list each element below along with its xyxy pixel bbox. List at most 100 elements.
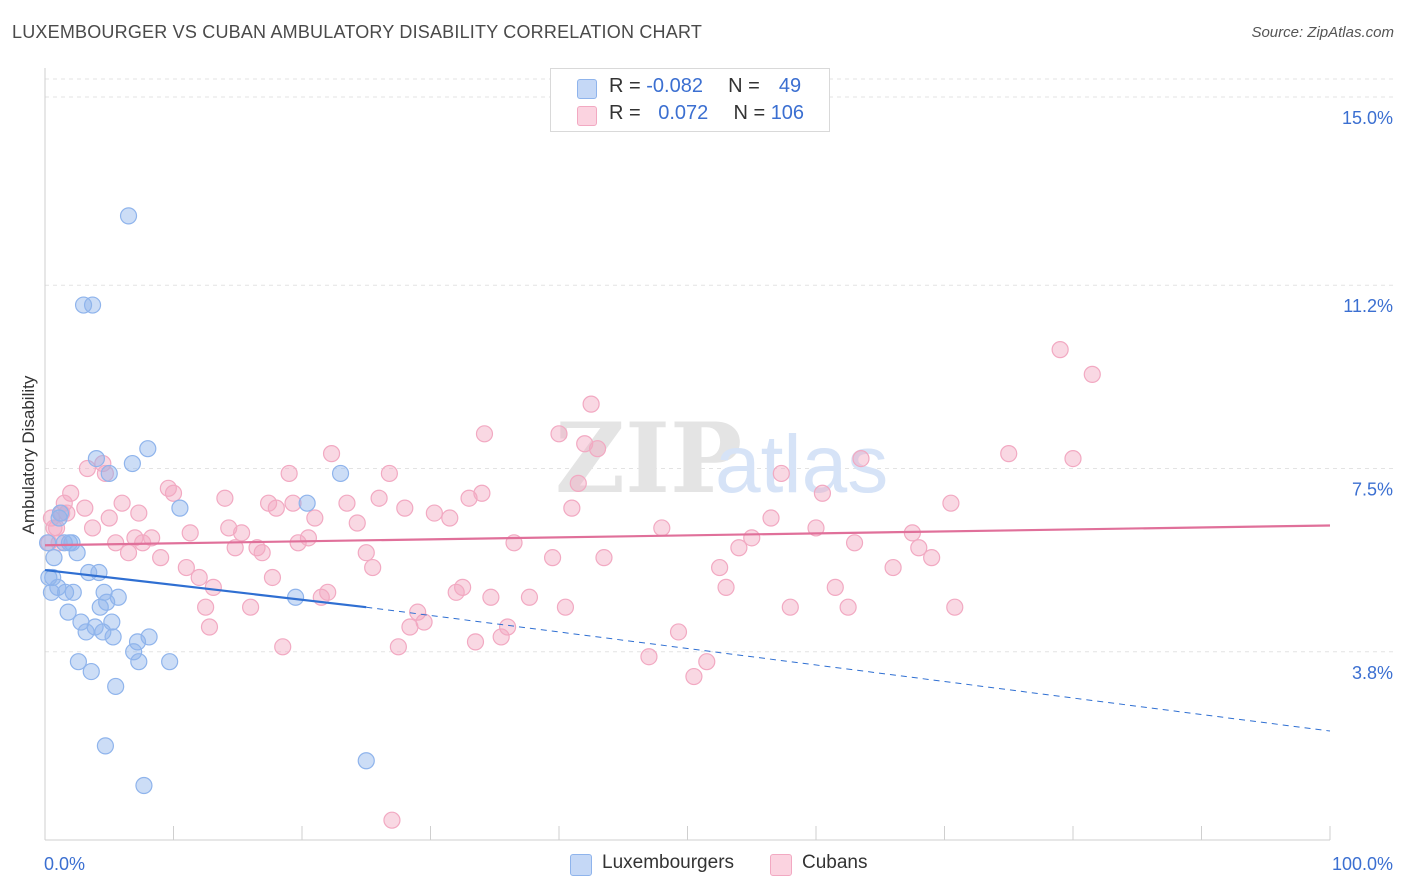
cuban-point bbox=[569, 474, 587, 492]
cuban-point bbox=[280, 464, 298, 483]
luxembourger-point bbox=[119, 207, 138, 225]
cuban-point bbox=[595, 549, 613, 567]
cuban-point bbox=[475, 425, 494, 443]
cuban-point bbox=[159, 479, 177, 497]
cuban-point bbox=[717, 578, 735, 596]
cuban-point bbox=[556, 598, 575, 616]
cuban-point bbox=[216, 489, 234, 507]
luxembourger-point bbox=[161, 653, 179, 671]
cuban-point bbox=[204, 578, 222, 596]
cuban-point bbox=[319, 583, 337, 601]
cuban-point bbox=[396, 499, 414, 517]
cuban-swatch bbox=[770, 854, 792, 876]
x-tick-label: 0.0% bbox=[44, 854, 85, 874]
legend-n-label: N = bbox=[728, 75, 766, 97]
cuban-point bbox=[582, 395, 600, 413]
cuban-point bbox=[1083, 365, 1101, 383]
cuban-point bbox=[143, 529, 161, 547]
luxembourger-swatch bbox=[570, 854, 592, 876]
cuban-point bbox=[107, 534, 125, 552]
cuban-point bbox=[83, 519, 102, 537]
luxembourger-point bbox=[104, 628, 122, 646]
cuban-point bbox=[130, 504, 148, 522]
cuban-point bbox=[284, 494, 302, 512]
cuban-point bbox=[653, 519, 671, 537]
cuban-point bbox=[640, 648, 658, 666]
cuban-point bbox=[226, 539, 244, 557]
cuban-point bbox=[220, 519, 238, 537]
legend-r-value: 0.072 bbox=[658, 102, 709, 124]
cuban-point bbox=[380, 464, 398, 483]
luxembourger-point bbox=[38, 534, 57, 552]
luxembourger-point bbox=[171, 499, 189, 517]
cuban-point bbox=[942, 494, 960, 512]
luxembourger-point bbox=[90, 563, 108, 582]
source-label: Source: ZipAtlas.com bbox=[1251, 24, 1394, 41]
cuban-point bbox=[473, 484, 491, 502]
cuban-point bbox=[698, 653, 716, 671]
cuban-point bbox=[772, 464, 790, 483]
cuban-point bbox=[370, 489, 388, 507]
cuban-point bbox=[762, 509, 780, 527]
cuban-point bbox=[233, 524, 251, 542]
luxembourger-point bbox=[140, 628, 158, 646]
legend-n-value: 106 bbox=[770, 102, 805, 124]
cuban-point bbox=[563, 499, 581, 517]
luxembourger-point bbox=[69, 653, 88, 671]
watermark-zip: ZIP bbox=[555, 402, 742, 515]
y-tick-label: 7.5% bbox=[1352, 480, 1393, 500]
luxembourger-point bbox=[123, 454, 141, 473]
cuban-point bbox=[576, 435, 594, 453]
cuban-point bbox=[322, 445, 341, 463]
cuban-point bbox=[267, 499, 285, 517]
luxembourger-point bbox=[63, 534, 81, 552]
cuban-trend-line bbox=[44, 524, 1331, 547]
luxembourger-trend-extension bbox=[366, 606, 1331, 732]
luxembourger-point bbox=[96, 737, 114, 755]
luxembourger-point bbox=[45, 549, 63, 567]
cuban-point bbox=[364, 558, 382, 577]
cuban-point bbox=[588, 440, 607, 458]
bottom-legend-label: Luxembourgers bbox=[602, 852, 735, 873]
luxembourger-point bbox=[107, 677, 125, 696]
luxembourger-point bbox=[83, 296, 102, 314]
cuban-point bbox=[711, 558, 729, 577]
luxembourger-point bbox=[87, 449, 106, 468]
cuban-point bbox=[807, 519, 825, 537]
luxembourger-point bbox=[103, 613, 121, 631]
cuban-point bbox=[299, 529, 318, 547]
cuban-point bbox=[910, 539, 928, 557]
luxembourger-point bbox=[357, 752, 375, 770]
cuban-point bbox=[669, 623, 688, 641]
chart-title: LUXEMBOURGER VS CUBAN AMBULATORY DISABIL… bbox=[12, 22, 703, 42]
cuban-point bbox=[164, 484, 183, 502]
cuban-point bbox=[76, 499, 94, 517]
luxembourger-swatch bbox=[577, 79, 597, 99]
cuban-swatch bbox=[577, 106, 597, 126]
cuban-point bbox=[743, 529, 761, 547]
luxembourger-point bbox=[130, 653, 148, 671]
cuban-point bbox=[425, 504, 443, 522]
luxembourger-point bbox=[125, 643, 143, 661]
cuban-point bbox=[884, 558, 902, 577]
luxembourger-point bbox=[135, 776, 153, 795]
cuban-point bbox=[1000, 445, 1018, 463]
cuban-point bbox=[253, 544, 271, 562]
luxembourger-point bbox=[64, 583, 82, 601]
cuban-point bbox=[409, 603, 427, 621]
cuban-point bbox=[839, 598, 857, 616]
bottom-legend-label: Cubans bbox=[802, 852, 868, 873]
cuban-point bbox=[274, 638, 292, 656]
cuban-point bbox=[1051, 341, 1069, 359]
cuban-point bbox=[181, 524, 199, 542]
cuban-point bbox=[96, 464, 114, 483]
cuban-point bbox=[383, 811, 401, 829]
luxembourger-point bbox=[51, 504, 70, 522]
cuban-point bbox=[263, 568, 282, 587]
cuban-point bbox=[845, 534, 864, 552]
cuban-point bbox=[454, 578, 472, 596]
luxembourger-point bbox=[68, 544, 86, 562]
cuban-point bbox=[338, 494, 356, 512]
cuban-point bbox=[62, 484, 80, 502]
luxembourger-point bbox=[109, 588, 127, 606]
